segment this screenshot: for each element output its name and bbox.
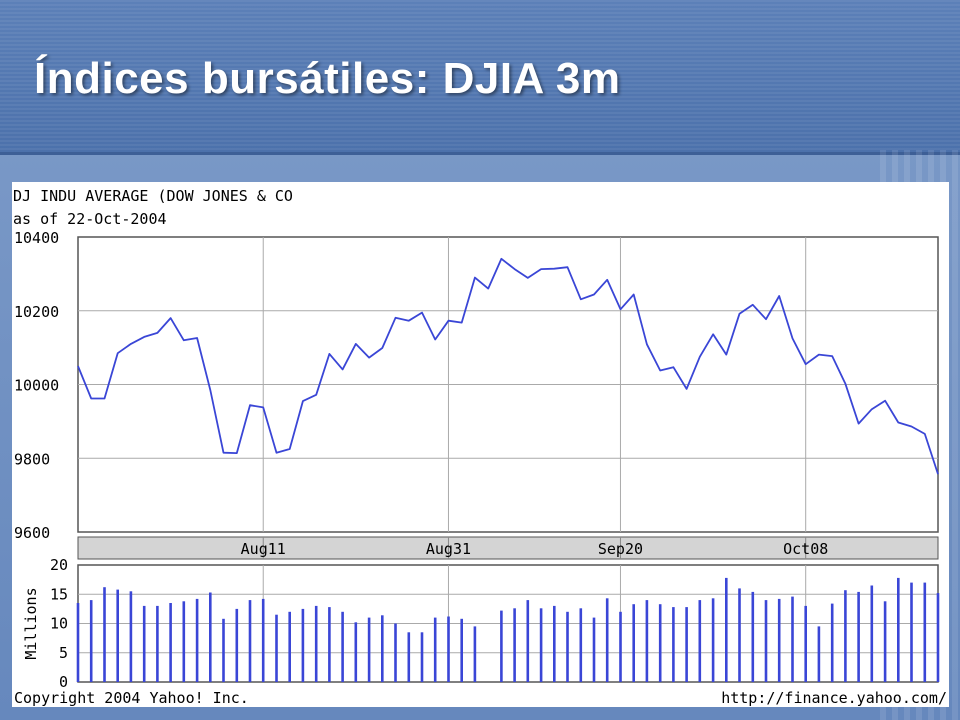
volume-bar (447, 616, 450, 682)
volume-bar (566, 611, 569, 682)
header-divider (0, 152, 960, 155)
volume-bar (89, 600, 93, 682)
volume-bar (539, 608, 543, 682)
volume-bar (248, 600, 252, 682)
volume-bar (103, 587, 106, 682)
volume-bar (354, 622, 358, 682)
date-tick-label: Sep20 (598, 540, 643, 558)
date-tick-label: Aug11 (241, 540, 286, 558)
volume-bar (142, 605, 146, 682)
volume-bar (672, 607, 675, 682)
volume-bar (473, 626, 477, 682)
price-tick-label: 9800 (14, 450, 50, 468)
slide-header (0, 0, 960, 152)
volume-bar (341, 611, 344, 682)
volume-bar (619, 611, 622, 682)
volume-bar (685, 607, 688, 682)
volume-bar (222, 618, 225, 682)
volume-bar (751, 591, 755, 682)
price-tick-label: 9600 (14, 524, 50, 542)
volume-bar (870, 585, 874, 682)
chart-title: DJ INDU AVERAGE (DOW JONES & CO (13, 187, 293, 205)
volume-bar (844, 590, 847, 682)
price-tick-label: 10200 (14, 303, 59, 321)
djia-price-line (77, 257, 939, 475)
volume-bar (910, 582, 913, 682)
volume-bar (433, 617, 437, 682)
volume-bar (367, 617, 371, 682)
date-tick-label: Aug31 (426, 540, 471, 558)
volume-tick-label: 0 (59, 673, 68, 691)
volume-bar (394, 623, 397, 682)
volume-bar (381, 615, 384, 682)
volume-bar (553, 605, 556, 682)
volume-bar (288, 611, 291, 682)
volume-bar (817, 626, 821, 682)
volume-bar (116, 589, 119, 682)
slide-title: Índices bursátiles: DJIA 3m (34, 54, 621, 103)
volume-bar (936, 593, 940, 682)
volume-bar (804, 605, 807, 682)
volume-bar (328, 607, 331, 682)
volume-bar (857, 591, 860, 682)
volume-bar (76, 603, 80, 682)
volume-bar (526, 600, 530, 682)
price-tick-label: 10400 (14, 229, 59, 247)
volume-tick-label: 20 (50, 556, 68, 574)
volume-tick-label: 10 (50, 615, 68, 633)
volume-bar (830, 603, 834, 682)
volume-bar (235, 608, 239, 682)
volume-bar (605, 598, 609, 682)
volume-bar (420, 632, 424, 682)
volume-axis-label: Millions (22, 587, 40, 659)
volume-bar (698, 600, 702, 682)
date-axis-band (77, 536, 939, 560)
volume-bar (923, 582, 927, 682)
volume-bar (156, 605, 159, 682)
volume-tick-label: 15 (50, 585, 68, 603)
volume-bar (407, 632, 411, 682)
volume-bar (129, 591, 133, 682)
volume-panel: 0 5 10 15 20 Millions (22, 556, 940, 691)
volume-bar (897, 577, 900, 682)
volume-bar (182, 601, 186, 682)
copyright-text: Copyright 2004 Yahoo! Inc. (14, 689, 249, 707)
volume-bar (261, 598, 265, 682)
volume-bar (592, 617, 596, 682)
volume-bar (460, 618, 463, 682)
volume-bar (764, 600, 768, 682)
date-strip: Aug11 Aug31 Sep20 Oct08 (77, 536, 939, 560)
volume-bar (791, 596, 794, 682)
volume-bar (711, 598, 715, 682)
volume-tick-label: 5 (59, 644, 68, 662)
date-tick-label: Oct08 (783, 540, 828, 558)
djia-chart: DJ INDU AVERAGE (DOW JONES & CO as of 22… (13, 187, 947, 707)
volume-bar (738, 588, 741, 682)
volume-bar (632, 604, 635, 682)
chart-subtitle: as of 22-Oct-2004 (13, 210, 167, 228)
volume-bar (883, 601, 887, 682)
source-url: http://finance.yahoo.com/ (721, 689, 947, 707)
volume-bar (725, 577, 728, 682)
volume-bar (645, 600, 649, 682)
volume-bar (579, 608, 583, 682)
volume-bar (513, 608, 516, 682)
volume-bar (169, 603, 172, 682)
price-tick-label: 10000 (14, 377, 59, 395)
volume-bar (209, 592, 212, 682)
volume-bar (658, 604, 662, 682)
chart-card: DJ INDU AVERAGE (DOW JONES & CO as of 22… (12, 182, 949, 707)
volume-bar (314, 605, 318, 682)
volume-bar (500, 610, 503, 682)
volume-bar (301, 608, 305, 682)
price-panel: 9600 9800 10000 10200 10400 (14, 229, 939, 542)
volume-bar (275, 614, 278, 682)
volume-bar (195, 598, 199, 682)
volume-bar (777, 598, 781, 682)
